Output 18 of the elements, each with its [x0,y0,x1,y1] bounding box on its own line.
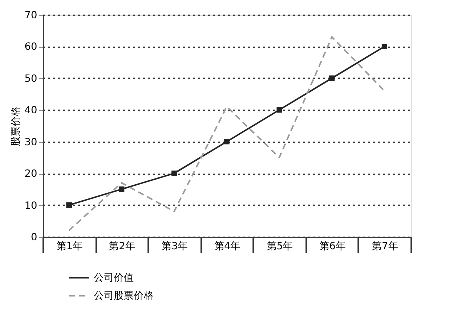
x-tick-label: 第6年 [319,240,346,252]
y-tick-label: 0 [31,232,38,244]
x-tick-label: 第3年 [162,240,188,252]
y-tick-label: 10 [24,200,38,212]
y-tick-label: 50 [24,74,38,85]
y-tick-label: 30 [24,137,38,148]
x-tick-label: 第1年 [56,240,83,252]
x-tick-label: 第5年 [266,240,294,252]
y-tick-label: 60 [24,42,38,54]
x-tick-label: 第2年 [109,240,136,252]
x-tick-label: 第4年 [214,240,241,252]
y-tick-label: 40 [24,106,38,117]
x-tick-label: 第7年 [372,240,398,252]
y-axis-title: 股票价格 [10,106,22,146]
legend-label: 公司股票价格 [94,290,154,302]
legend-label: 公司价值 [94,272,134,284]
y-tick-label: 20 [24,169,38,180]
y-tick-label: 70 [24,10,38,22]
